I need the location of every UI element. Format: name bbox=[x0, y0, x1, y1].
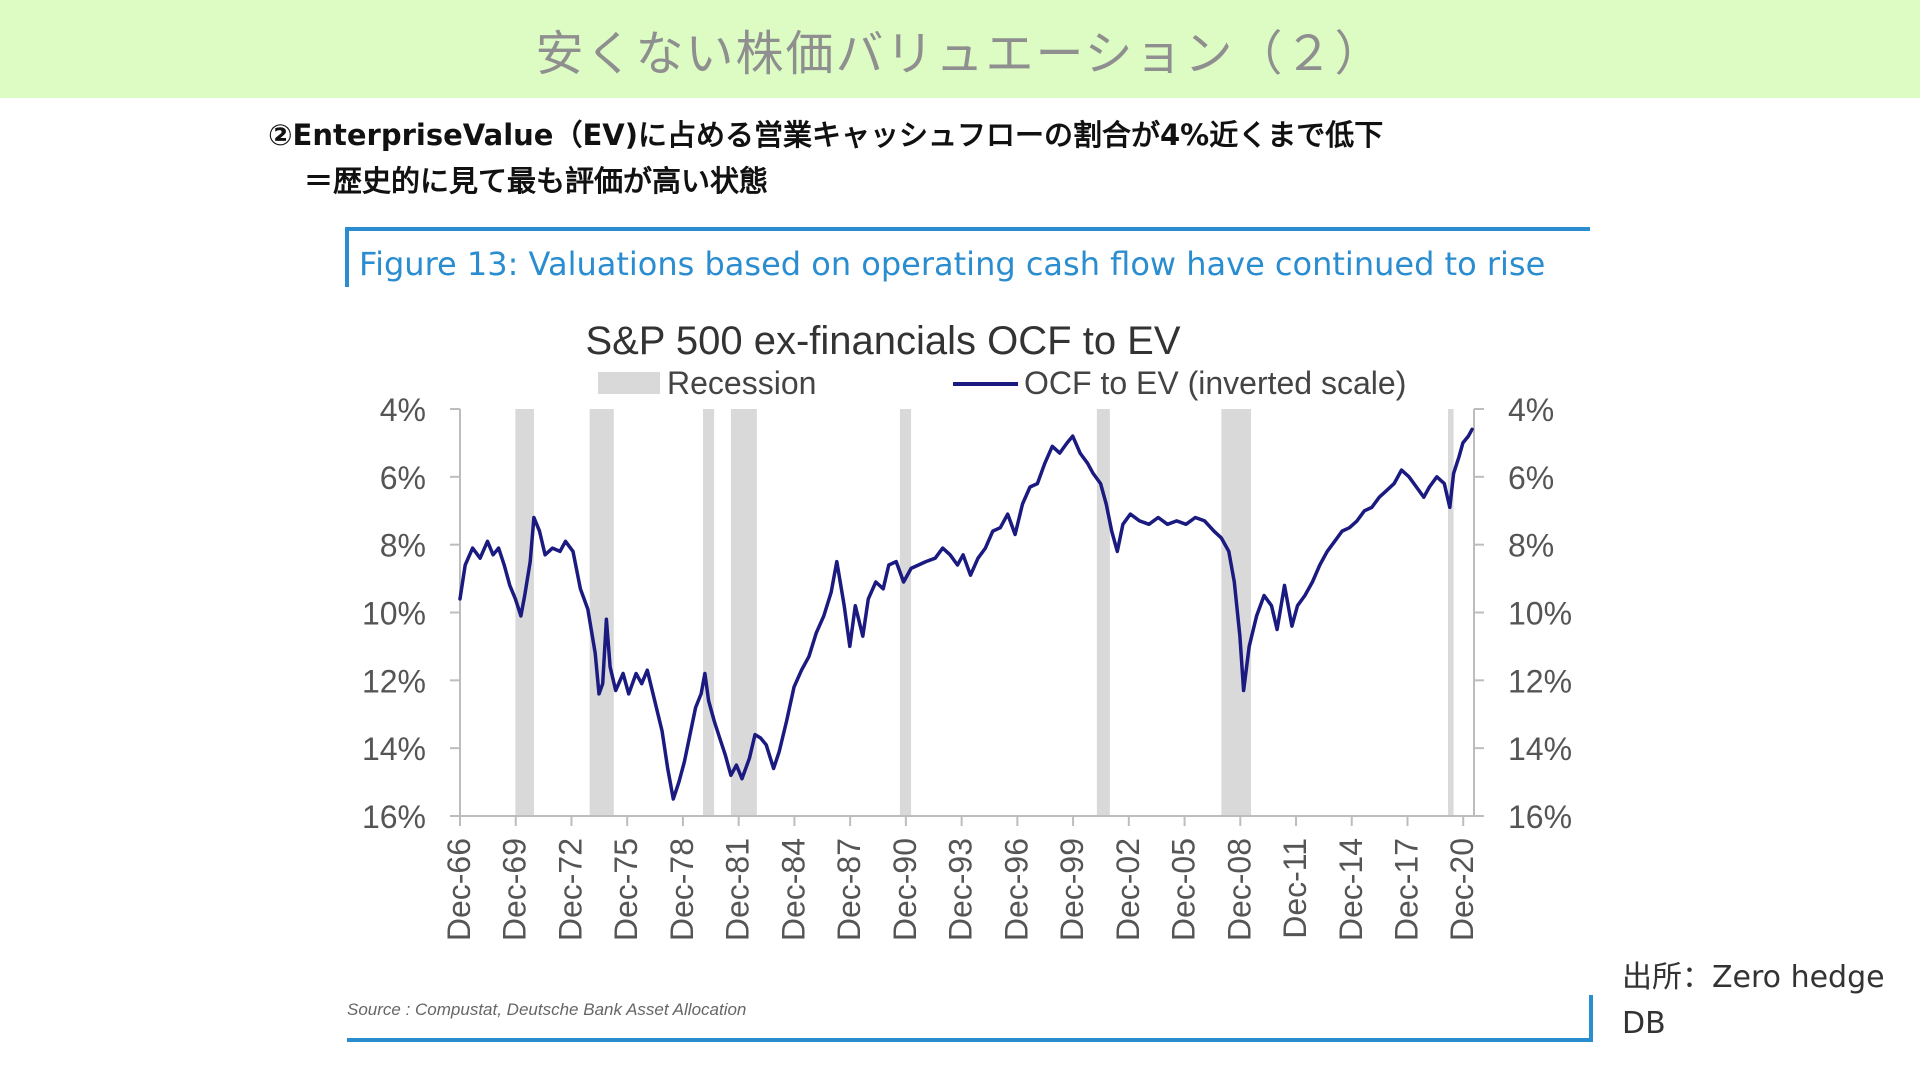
x-tick-label: Dec-05 bbox=[1166, 838, 1202, 941]
recession-bar bbox=[703, 409, 715, 816]
y-tick-label-right: 4% bbox=[1508, 392, 1554, 428]
x-tick-label: Dec-93 bbox=[943, 838, 979, 941]
ocf-to-ev-series-line bbox=[458, 427, 1474, 801]
recession-bar bbox=[515, 409, 534, 816]
y-tick-label-left: 6% bbox=[380, 460, 426, 496]
recession-bar bbox=[1447, 409, 1454, 816]
x-tick-label: Dec-08 bbox=[1221, 838, 1257, 941]
y-tick-label-right: 12% bbox=[1508, 663, 1572, 699]
y-tick-label-left: 8% bbox=[380, 528, 426, 564]
title-band: 安くない株価バリュエーション（２） bbox=[0, 0, 1920, 98]
x-tick-label: Dec-78 bbox=[664, 838, 700, 941]
chart-legend: Recession OCF to EV (inverted scale) bbox=[598, 365, 1406, 401]
y-tick-label-left: 14% bbox=[362, 731, 426, 767]
subtitle-line-1: ②EnterpriseValue（EV)に占める営業キャッシュフローの割合が4%… bbox=[268, 118, 1384, 152]
legend-recession-label: Recession bbox=[667, 365, 816, 401]
y-tick-label-right: 16% bbox=[1508, 799, 1572, 835]
x-tick-label: Dec-96 bbox=[998, 838, 1034, 941]
x-tick-label: Dec-84 bbox=[775, 838, 811, 941]
slide-subtitle: ②EnterpriseValue（EV)に占める営業キャッシュフローの割合が4%… bbox=[268, 112, 1588, 204]
x-tick-label: Dec-11 bbox=[1277, 838, 1313, 939]
attribution-line-1: 出所：Zero hedge bbox=[1622, 960, 1885, 995]
x-tick-label: Dec-87 bbox=[831, 838, 867, 941]
chart-title: S&P 500 ex-financials OCF to EV bbox=[585, 319, 1180, 363]
chart-axes: 4% 4% 6% 6% 8% 8% 10% 10% 12% 12% 14% 14% 16% 16% Dec-… bbox=[362, 392, 1572, 941]
y-tick-label-right: 14% bbox=[1508, 731, 1572, 767]
legend-recession-swatch bbox=[598, 372, 660, 394]
x-tick-label: Dec-17 bbox=[1388, 838, 1424, 941]
slide-title: 安くない株価バリュエーション（２） bbox=[535, 26, 1385, 82]
x-tick-label: Dec-81 bbox=[720, 838, 756, 941]
series-layer bbox=[458, 427, 1474, 801]
attribution-line-2: DB bbox=[1622, 1006, 1666, 1041]
attribution: 出所：Zero hedge DB bbox=[1622, 955, 1885, 1047]
subtitle-line-2: ＝歴史的に見て最も評価が高い状態 bbox=[304, 164, 769, 198]
y-tick-label-right: 10% bbox=[1508, 596, 1572, 632]
x-tick-label: Dec-90 bbox=[887, 838, 923, 941]
x-tick-label: Dec-99 bbox=[1054, 838, 1090, 941]
x-tick-label: Dec-72 bbox=[552, 838, 588, 941]
legend-series-label: OCF to EV (inverted scale) bbox=[1024, 365, 1406, 401]
recession-bar bbox=[899, 409, 912, 816]
recession-bar bbox=[730, 409, 757, 816]
figure-caption: Figure 13: Valuations based on operating… bbox=[359, 245, 1546, 283]
x-tick-label: Dec-14 bbox=[1333, 838, 1369, 941]
x-tick-label: Dec-69 bbox=[497, 838, 533, 941]
y-tick-label-left: 16% bbox=[362, 799, 426, 835]
recession-bar bbox=[1096, 409, 1110, 816]
recession-bar bbox=[589, 409, 614, 816]
recession-bars bbox=[515, 409, 1454, 816]
y-tick-label-right: 8% bbox=[1508, 528, 1554, 564]
x-tick-label: Dec-66 bbox=[441, 838, 477, 941]
y-tick-label-left: 12% bbox=[362, 663, 426, 699]
y-tick-label-left: 10% bbox=[362, 596, 426, 632]
x-tick-label: Dec-02 bbox=[1110, 838, 1146, 941]
source-note: Source : Compustat, Deutsche Bank Asset … bbox=[347, 1000, 747, 1019]
x-tick-label: Dec-20 bbox=[1444, 838, 1480, 941]
y-tick-label-right: 6% bbox=[1508, 460, 1554, 496]
y-tick-label-left: 4% bbox=[380, 392, 426, 428]
x-tick-label: Dec-75 bbox=[608, 838, 644, 941]
